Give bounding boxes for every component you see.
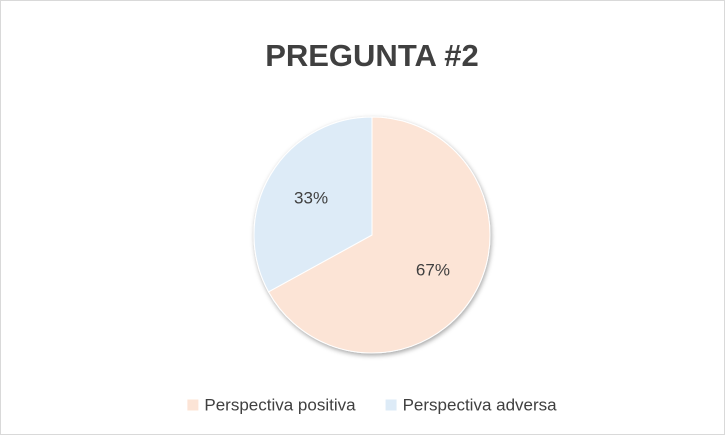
legend-swatch: [187, 399, 199, 411]
legend-swatch: [385, 399, 397, 411]
chart-title: PREGUNTA #2: [265, 38, 479, 73]
data-label: 33%: [294, 188, 328, 207]
pie-slice: [253, 116, 373, 293]
pie: [253, 116, 491, 354]
legend-label: Perspectiva adversa: [403, 395, 558, 414]
pie-slice: [267, 116, 491, 354]
legend-label: Perspectiva positiva: [204, 395, 356, 414]
data-label: 67%: [416, 261, 450, 280]
